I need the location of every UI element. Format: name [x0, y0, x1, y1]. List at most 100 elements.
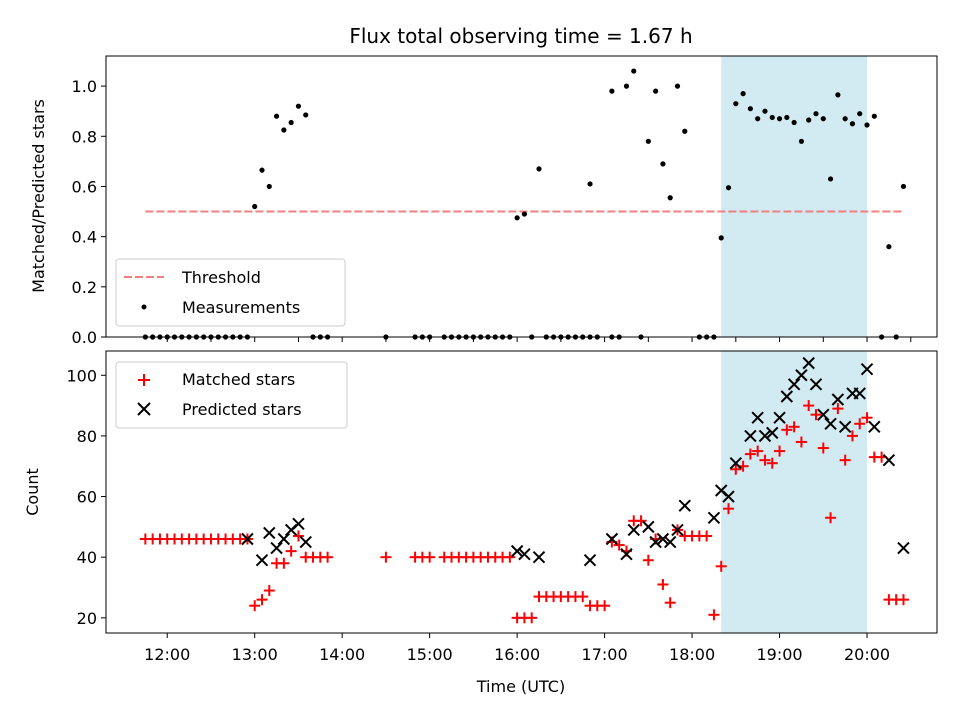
- matched-point: [825, 512, 837, 524]
- predicted-point: [780, 390, 794, 403]
- predicted-point: [744, 429, 757, 443]
- measurement-point: [273, 113, 280, 119]
- predicted-points: [241, 356, 910, 567]
- measurement-point: [813, 111, 819, 117]
- predicted-point: [897, 541, 910, 555]
- measurement-point: [536, 166, 542, 172]
- measurement-point: [806, 117, 812, 123]
- measurement-point: [755, 116, 761, 122]
- measurement-point: [266, 183, 272, 190]
- legend-matched-label: Matched stars: [182, 370, 295, 389]
- bottom-x-tick-label: 18:00: [669, 645, 715, 664]
- predicted-point: [649, 535, 662, 549]
- measurement-point: [653, 88, 659, 94]
- top-y-tick-label: 0.8: [72, 127, 97, 146]
- measurement-point: [820, 116, 826, 122]
- predicted-point: [751, 411, 764, 424]
- matched-point: [788, 421, 800, 433]
- bottom-x-tick-label: 20:00: [844, 645, 890, 664]
- bottom-x-tick-label: 14:00: [319, 645, 365, 664]
- predicted-point: [853, 387, 866, 400]
- measurement-point: [281, 127, 287, 133]
- bottom-x-axis-label: Time (UTC): [476, 677, 565, 696]
- predicted-point: [795, 369, 808, 382]
- predicted-point: [802, 356, 815, 370]
- matched-point: [861, 412, 873, 424]
- matched-point: [781, 424, 793, 436]
- matched-point: [832, 403, 844, 415]
- predicted-point: [241, 532, 254, 546]
- bottom-x-ticks: 12:00 13:00 14:00 15:00 16:00 17:00 18:00 19:00…: [144, 633, 890, 664]
- predicted-point: [627, 523, 640, 537]
- measurement-point: [667, 195, 673, 201]
- predicted-point: [773, 411, 786, 424]
- measurement-point: [718, 235, 724, 241]
- bottom-y-tick-label: 80: [77, 427, 97, 446]
- matched-point: [774, 445, 786, 457]
- matched-point: [701, 530, 713, 542]
- matched-point: [526, 612, 538, 624]
- matched-point: [730, 463, 742, 475]
- measurement-point: [871, 113, 877, 119]
- matched-point: [810, 409, 822, 421]
- measurement-point: [849, 121, 856, 127]
- matched-point: [657, 578, 669, 590]
- matched-point: [795, 436, 807, 448]
- matched-point: [292, 530, 304, 542]
- bottom-y-tick-label: 60: [77, 488, 97, 507]
- top-y-tick-label: 0.4: [72, 228, 97, 247]
- predicted-point: [656, 532, 670, 546]
- matched-point: [846, 430, 858, 442]
- bottom-x-tick-label: 15:00: [407, 645, 453, 664]
- measurement-point: [842, 116, 848, 122]
- matched-point: [263, 585, 275, 597]
- matched-point: [854, 418, 866, 430]
- measurement-point: [295, 103, 302, 109]
- top-legend: Threshold Measurements: [115, 258, 346, 327]
- measurement-point: [660, 161, 666, 167]
- measurement-point: [674, 83, 681, 89]
- legend-predicted-label: Predicted stars: [182, 400, 302, 419]
- legend-measurements-swatch: [141, 304, 147, 310]
- matched-point: [278, 557, 290, 569]
- measurement-point: [682, 128, 688, 134]
- matched-point: [766, 457, 778, 469]
- top-legend-box: [115, 258, 346, 327]
- measurement-point: [733, 101, 739, 107]
- predicted-point: [605, 532, 619, 546]
- predicted-point: [824, 417, 837, 430]
- predicted-point: [299, 535, 312, 549]
- matched-point: [839, 454, 851, 466]
- bottom-y-tick-label: 40: [77, 548, 97, 567]
- measurement-point: [747, 106, 753, 112]
- matched-point: [897, 594, 909, 606]
- top-y-tick-label: 0.0: [72, 328, 97, 347]
- top-y-axis-label: Matched/Predicted stars: [29, 99, 48, 293]
- matched-point: [817, 442, 829, 454]
- predicted-point: [277, 532, 291, 546]
- top-shaded-region: [721, 56, 868, 337]
- bottom-legend-box: [115, 361, 348, 429]
- predicted-point: [882, 453, 896, 467]
- matched-point: [744, 448, 756, 460]
- matched-point: [285, 545, 297, 557]
- top-y-tick-label: 1.0: [72, 77, 97, 96]
- predicted-point: [758, 429, 772, 443]
- predicted-point: [860, 362, 874, 376]
- predicted-point: [270, 541, 283, 555]
- measurement-point: [740, 91, 746, 97]
- predicted-point: [766, 426, 779, 440]
- legend-predicted-swatch: [137, 402, 151, 416]
- matched-point: [256, 594, 268, 606]
- top-y-tick-label: 0.2: [72, 278, 97, 297]
- predicted-point: [722, 490, 735, 503]
- measurement-point: [769, 114, 775, 121]
- predicted-point: [620, 547, 633, 561]
- measurement-point: [798, 138, 805, 144]
- bottom-panel: 20 40 60 80 100 12:00 13:00 14:00 15:00 16:00 17:…: [23, 350, 938, 696]
- bottom-y-axis-label: Count: [23, 468, 42, 516]
- bottom-x-tick-label: 12:00: [144, 645, 190, 664]
- matched-point: [599, 600, 611, 612]
- matched-point: [613, 539, 625, 551]
- measurement-point: [609, 88, 615, 94]
